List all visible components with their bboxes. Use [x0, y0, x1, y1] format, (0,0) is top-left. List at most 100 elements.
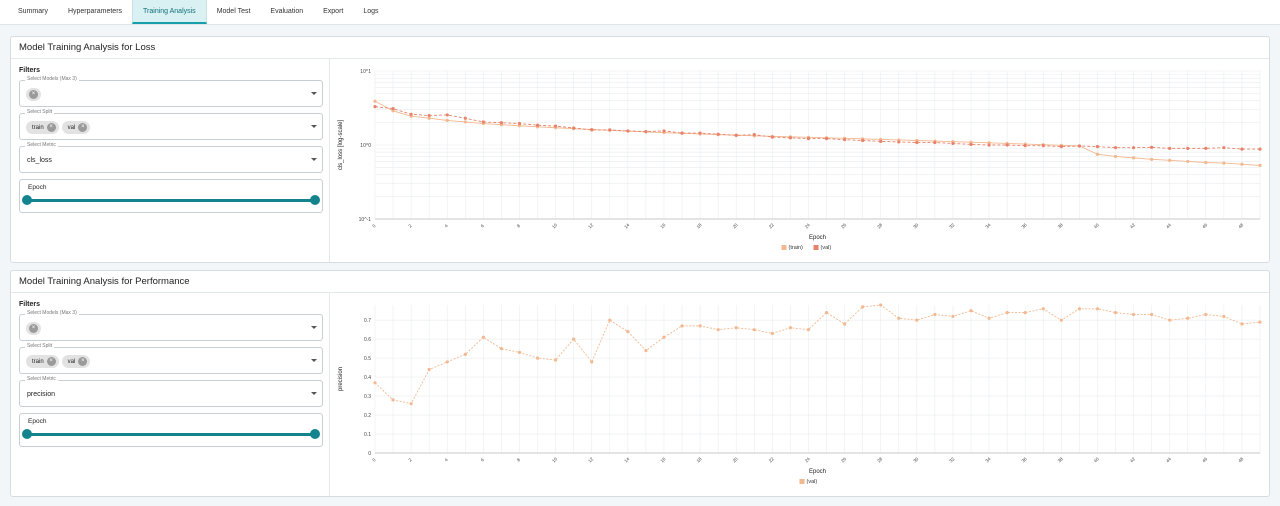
tab-summary[interactable]: Summary — [18, 8, 48, 15]
tab-export[interactable]: Export — [323, 8, 344, 15]
data-point[interactable] — [608, 128, 612, 132]
data-point[interactable] — [644, 129, 648, 134]
data-point[interactable] — [1258, 163, 1262, 168]
epoch-slider-start-handle[interactable] — [22, 195, 32, 205]
data-point[interactable] — [1023, 310, 1027, 315]
data-point[interactable] — [517, 350, 522, 355]
data-point[interactable] — [535, 356, 540, 360]
data-point[interactable] — [427, 367, 431, 372]
data-point[interactable] — [608, 318, 612, 322]
data-point[interactable] — [554, 358, 558, 362]
data-point[interactable] — [1131, 156, 1136, 160]
data-point[interactable] — [752, 133, 756, 137]
data-point[interactable] — [933, 312, 937, 317]
chip-remove-icon[interactable]: × — [78, 123, 88, 132]
select-metric-dropdown[interactable]: Select Metric precision — [19, 376, 323, 407]
data-point[interactable] — [788, 326, 793, 330]
data-point[interactable] — [1095, 145, 1100, 149]
data-point[interactable] — [716, 328, 720, 332]
data-point[interactable] — [951, 141, 955, 146]
data-point[interactable] — [1095, 152, 1100, 156]
data-point[interactable] — [1113, 146, 1118, 150]
chip-remove-icon[interactable]: × — [78, 357, 88, 366]
data-point[interactable] — [499, 121, 504, 125]
data-point[interactable] — [806, 137, 811, 141]
tab-training-analysis[interactable]: Training Analysis — [132, 0, 207, 24]
data-point[interactable] — [463, 116, 467, 120]
data-point[interactable] — [734, 133, 738, 137]
data-point[interactable] — [1005, 143, 1009, 147]
data-point[interactable] — [499, 347, 504, 351]
epoch-slider-start-handle[interactable] — [22, 429, 32, 439]
chip-remove-icon[interactable]: × — [29, 90, 38, 99]
tab-model-test[interactable]: Model Test — [216, 8, 251, 15]
data-point[interactable] — [373, 381, 377, 385]
data-point[interactable] — [897, 316, 901, 320]
data-point[interactable] — [752, 328, 756, 332]
data-point[interactable] — [806, 328, 811, 332]
data-point[interactable] — [933, 140, 937, 145]
data-point[interactable] — [842, 138, 847, 142]
select-split-dropdown[interactable]: Select Split train × val × — [19, 343, 323, 374]
select-metric-dropdown[interactable]: Select Metric cls_loss — [19, 142, 323, 173]
data-point[interactable] — [1204, 146, 1208, 150]
data-point[interactable] — [716, 132, 720, 136]
data-point[interactable] — [1222, 146, 1226, 150]
data-point[interactable] — [535, 123, 540, 127]
data-point[interactable] — [879, 139, 883, 143]
tab-hyperparameters[interactable]: Hyperparameters — [67, 8, 123, 15]
data-point[interactable] — [517, 124, 522, 128]
data-point[interactable] — [680, 131, 684, 135]
data-point[interactable] — [969, 142, 973, 146]
data-point[interactable] — [788, 136, 793, 140]
data-point[interactable] — [481, 335, 485, 339]
data-point[interactable] — [1222, 314, 1226, 318]
data-point[interactable] — [373, 99, 377, 103]
data-point[interactable] — [463, 352, 467, 356]
tab-logs[interactable]: Logs — [363, 8, 379, 15]
data-point[interactable] — [824, 137, 829, 141]
data-point[interactable] — [879, 303, 883, 307]
data-point[interactable] — [987, 143, 991, 147]
chip-remove-icon[interactable]: × — [46, 123, 56, 132]
data-point[interactable] — [662, 129, 666, 133]
dropdown-arrow-icon[interactable] — [311, 326, 317, 329]
data-point[interactable] — [517, 121, 522, 126]
select-models-dropdown[interactable]: Select Models (Max 3) × — [19, 310, 323, 341]
data-point[interactable] — [861, 305, 865, 309]
data-point[interactable] — [644, 348, 648, 353]
data-point[interactable] — [951, 314, 955, 318]
chip-remove-icon[interactable]: × — [46, 357, 56, 366]
dropdown-arrow-icon[interactable] — [311, 392, 317, 395]
select-models-dropdown[interactable]: Select Models (Max 3) × — [19, 76, 323, 107]
data-point[interactable] — [554, 124, 558, 128]
data-point[interactable] — [662, 335, 666, 339]
data-point[interactable] — [590, 360, 594, 364]
data-point[interactable] — [427, 116, 431, 120]
data-point[interactable] — [1131, 312, 1136, 317]
select-split-dropdown[interactable]: Select Split train × val × — [19, 109, 323, 140]
data-point[interactable] — [463, 120, 467, 124]
data-point[interactable] — [572, 126, 576, 130]
data-point[interactable] — [391, 107, 395, 111]
data-point[interactable] — [427, 113, 431, 118]
data-point[interactable] — [698, 131, 702, 135]
data-point[interactable] — [1131, 146, 1136, 150]
data-point[interactable] — [1240, 162, 1244, 166]
data-point[interactable] — [698, 324, 702, 328]
data-point[interactable] — [734, 326, 738, 330]
data-point[interactable] — [1095, 307, 1100, 311]
data-point[interactable] — [770, 331, 774, 336]
data-point[interactable] — [1240, 322, 1244, 326]
epoch-slider-end-handle[interactable] — [310, 195, 320, 205]
data-point[interactable] — [1168, 158, 1172, 162]
dropdown-arrow-icon[interactable] — [311, 125, 317, 128]
data-point[interactable] — [626, 329, 630, 334]
data-point[interactable] — [1023, 144, 1027, 148]
data-point[interactable] — [1150, 312, 1154, 317]
data-point[interactable] — [915, 318, 919, 322]
chip-remove-icon[interactable]: × — [29, 324, 38, 333]
data-point[interactable] — [1204, 312, 1208, 317]
data-point[interactable] — [861, 138, 865, 143]
data-point[interactable] — [481, 120, 485, 124]
